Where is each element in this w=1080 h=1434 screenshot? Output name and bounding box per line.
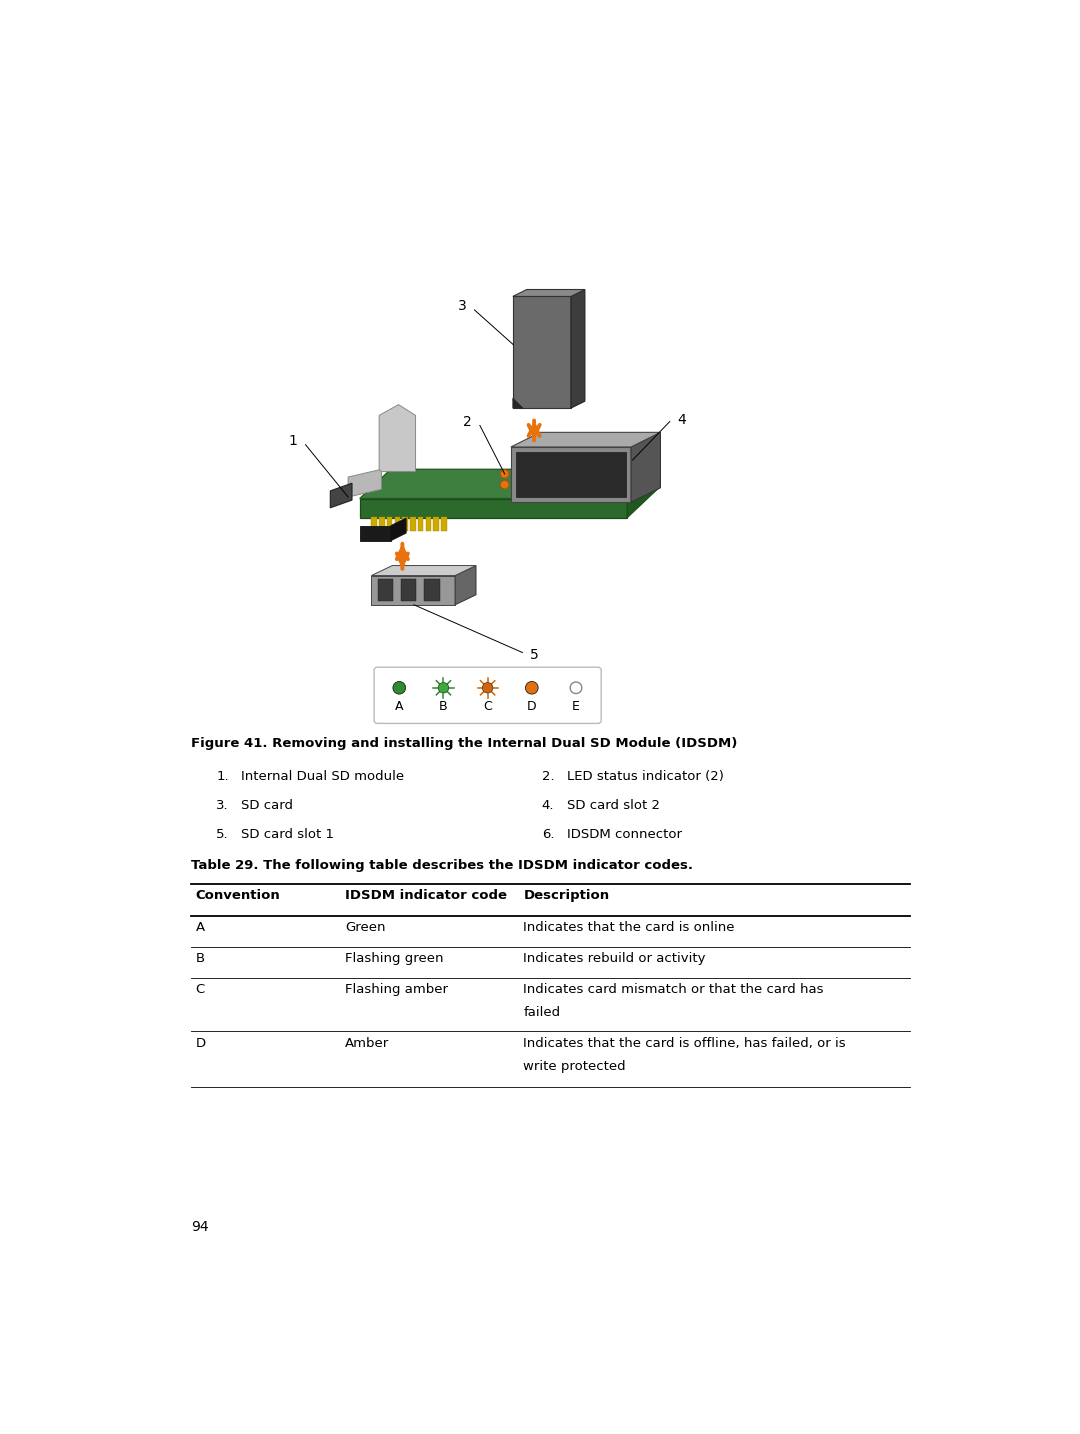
Text: E: E [572, 700, 580, 713]
Polygon shape [511, 447, 631, 502]
Text: 3.: 3. [216, 799, 229, 812]
Polygon shape [571, 290, 585, 409]
Polygon shape [348, 469, 381, 498]
Bar [394, 518, 401, 531]
Bar [379, 518, 384, 531]
Text: Indicates card mismatch or that the card has: Indicates card mismatch or that the card… [524, 982, 824, 995]
Circle shape [483, 683, 492, 693]
Text: Figure 41. Removing and installing the Internal Dual SD Module (IDSDM): Figure 41. Removing and installing the I… [191, 737, 738, 750]
Text: 5: 5 [530, 648, 539, 663]
Text: 6.: 6. [542, 827, 554, 842]
Bar [387, 518, 392, 531]
Polygon shape [511, 432, 661, 447]
Text: 2.: 2. [542, 770, 554, 783]
Text: 1.: 1. [216, 770, 229, 783]
Text: Indicates that the card is online: Indicates that the card is online [524, 921, 734, 935]
Polygon shape [360, 525, 391, 541]
Text: write protected: write protected [524, 1060, 626, 1073]
Text: IDSDM connector: IDSDM connector [567, 827, 681, 842]
Text: 94: 94 [191, 1220, 208, 1233]
Text: Table 29. The following table describes the IDSDM indicator codes.: Table 29. The following table describes … [191, 859, 692, 872]
Polygon shape [379, 404, 416, 472]
Polygon shape [372, 575, 455, 605]
Text: 5.: 5. [216, 827, 229, 842]
Text: Internal Dual SD module: Internal Dual SD module [241, 770, 404, 783]
Polygon shape [516, 452, 625, 498]
Circle shape [393, 681, 406, 694]
Text: 3: 3 [458, 300, 467, 313]
Circle shape [500, 470, 509, 478]
Text: Indicates rebuild or activity: Indicates rebuild or activity [524, 952, 705, 965]
Text: D: D [527, 700, 537, 713]
Text: A: A [195, 921, 204, 935]
Text: Amber: Amber [345, 1037, 389, 1050]
Text: Convention: Convention [195, 889, 280, 902]
Circle shape [500, 480, 509, 489]
Polygon shape [330, 483, 352, 508]
Text: SD card: SD card [241, 799, 293, 812]
Bar [401, 579, 416, 601]
Bar [424, 579, 440, 601]
Text: LED status indicator (2): LED status indicator (2) [567, 770, 724, 783]
Text: D: D [195, 1037, 205, 1050]
Bar [372, 518, 377, 531]
Bar [418, 518, 423, 531]
Text: 2: 2 [463, 414, 472, 429]
Text: Description: Description [524, 889, 609, 902]
Polygon shape [513, 399, 523, 409]
Text: SD card slot 2: SD card slot 2 [567, 799, 660, 812]
Text: Indicates that the card is offline, has failed, or is: Indicates that the card is offline, has … [524, 1037, 846, 1050]
Bar [410, 518, 416, 531]
Text: 4.: 4. [542, 799, 554, 812]
Text: SD card slot 1: SD card slot 1 [241, 827, 334, 842]
Polygon shape [513, 290, 585, 297]
Polygon shape [360, 469, 658, 499]
Polygon shape [631, 432, 661, 502]
Text: B: B [440, 700, 448, 713]
Circle shape [526, 681, 538, 694]
Polygon shape [513, 297, 571, 409]
Circle shape [570, 683, 582, 694]
Polygon shape [391, 518, 406, 541]
Bar [378, 579, 393, 601]
Bar [441, 518, 447, 531]
Text: C: C [195, 982, 205, 995]
Polygon shape [455, 565, 476, 605]
Polygon shape [372, 565, 476, 575]
Bar [426, 518, 431, 531]
Text: A: A [395, 700, 404, 713]
Text: C: C [483, 700, 492, 713]
Text: Flashing amber: Flashing amber [345, 982, 448, 995]
Text: 1: 1 [288, 435, 298, 447]
Polygon shape [360, 499, 627, 518]
Circle shape [438, 683, 448, 693]
Text: Flashing green: Flashing green [345, 952, 444, 965]
Text: 4: 4 [677, 413, 686, 427]
FancyBboxPatch shape [374, 667, 602, 723]
Text: B: B [195, 952, 204, 965]
Text: IDSDM indicator code: IDSDM indicator code [345, 889, 507, 902]
Polygon shape [627, 469, 658, 518]
Text: failed: failed [524, 1007, 561, 1020]
Bar [433, 518, 438, 531]
Bar [403, 518, 408, 531]
Text: Green: Green [345, 921, 386, 935]
